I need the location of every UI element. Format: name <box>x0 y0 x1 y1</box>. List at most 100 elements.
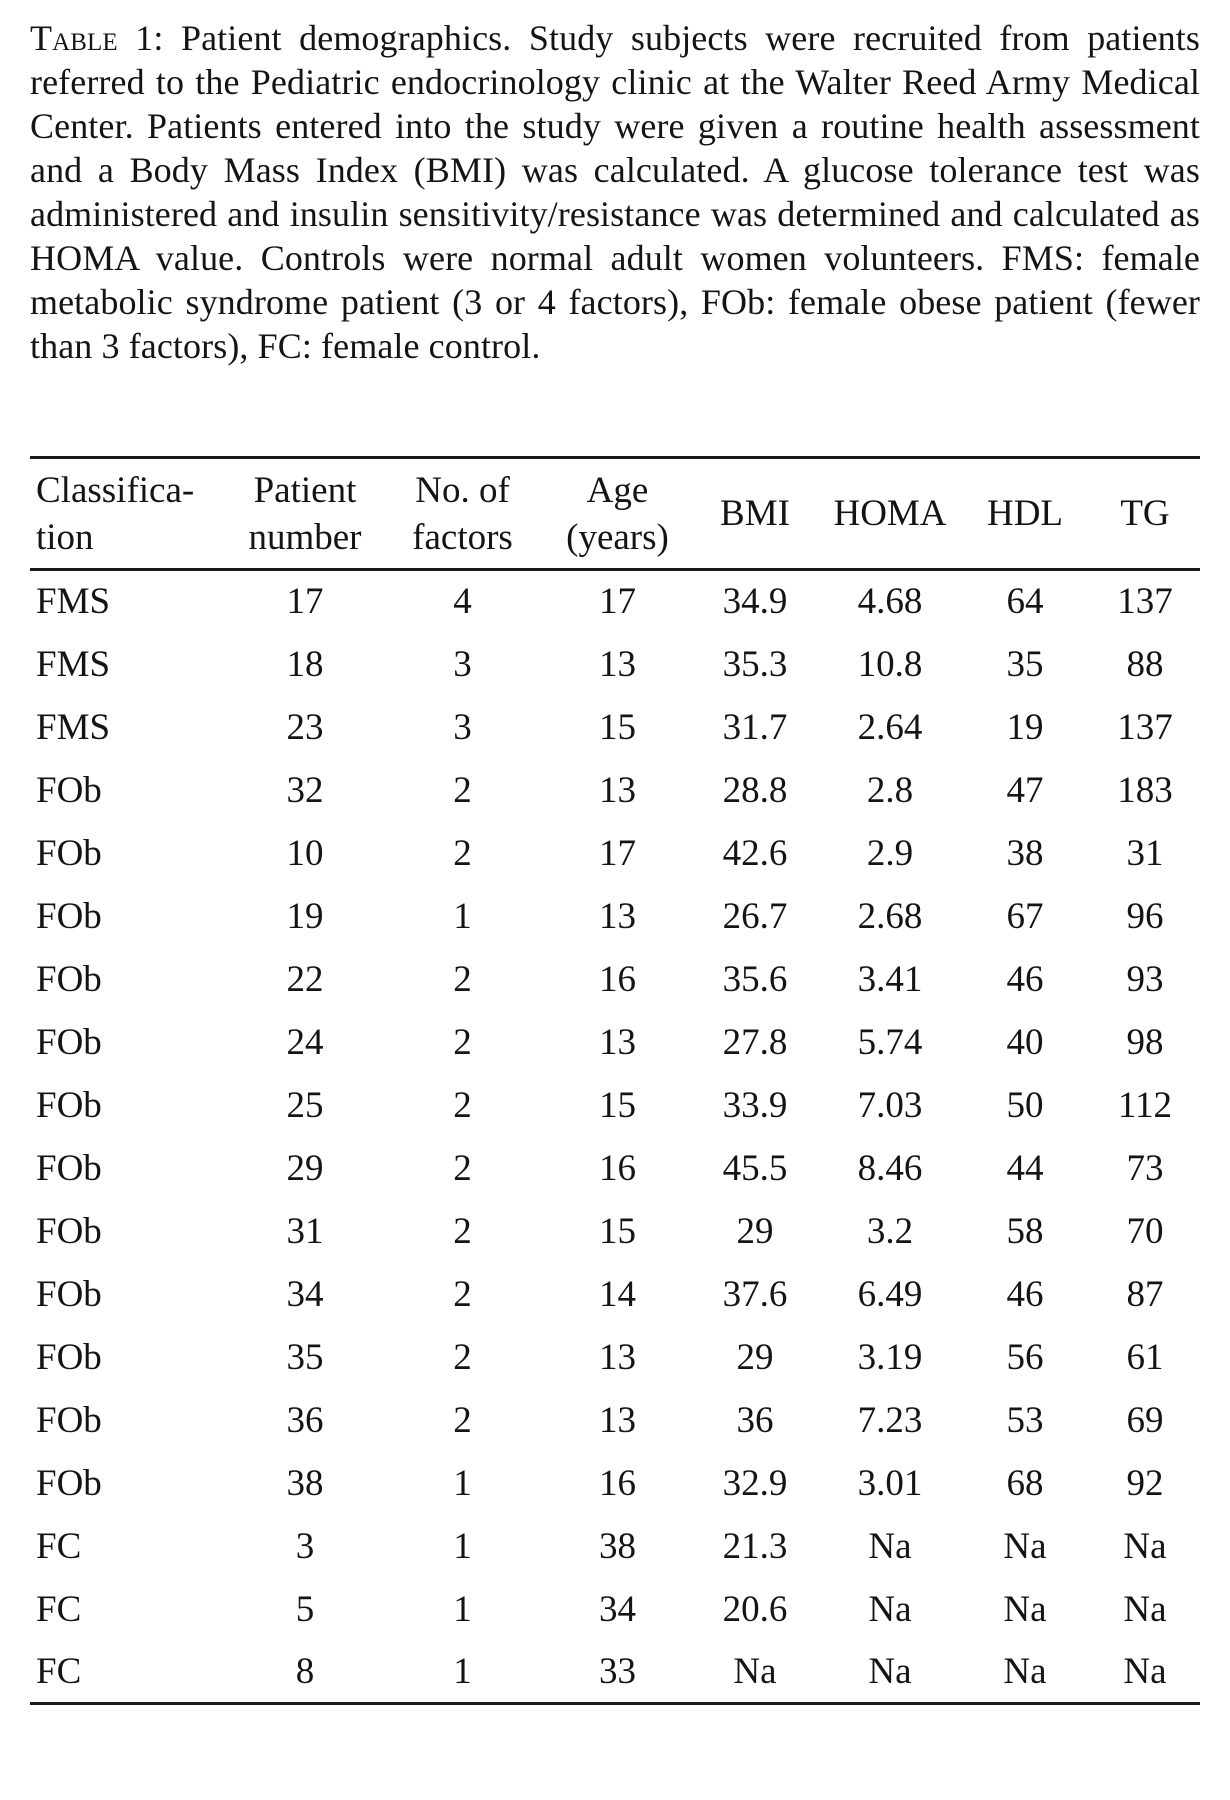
table-cell: 3 <box>453 643 472 685</box>
table-cell: FOb <box>36 1399 102 1441</box>
table-cell: 18 <box>286 643 324 685</box>
table-cell: 137 <box>1117 581 1173 623</box>
table-cell: 17 <box>599 581 636 623</box>
table-cell: 98 <box>1126 1021 1164 1063</box>
table-cell: 3 <box>453 706 472 748</box>
table-cell: Na <box>1003 1588 1047 1630</box>
table-cell: 6.49 <box>857 1273 923 1315</box>
table-cell: 31 <box>286 1210 324 1252</box>
header-classification-line2: tion <box>36 516 94 558</box>
table-cell: 29 <box>736 1210 774 1252</box>
table-cell: 23 <box>286 706 324 748</box>
table-cell: FC <box>36 1588 82 1630</box>
table-caption: Table 1: Patient demographics. Study sub… <box>30 16 1200 368</box>
table-cell: 35.3 <box>722 643 788 685</box>
table-row: FOb 38 1 16 32.9 3.01 68 92 <box>30 1452 1200 1515</box>
table-cell: 183 <box>1117 769 1173 811</box>
table-cell: 3.19 <box>857 1336 923 1378</box>
table-cell: 112 <box>1117 1084 1173 1126</box>
table-cell: FOb <box>36 1462 102 1504</box>
table-cell: 5 <box>295 1588 315 1630</box>
table-cell: FMS <box>36 643 111 685</box>
table-cell: FC <box>36 1525 82 1567</box>
table-cell: 34 <box>599 1588 636 1630</box>
table-cell: 68 <box>1006 1462 1044 1504</box>
table-cell: 1 <box>453 1588 472 1630</box>
table-cell: FOb <box>36 1273 102 1315</box>
header-hdl: HDL <box>960 458 1090 570</box>
table-cell: 16 <box>599 958 636 1000</box>
table-cell: 3.41 <box>857 958 923 1000</box>
table-row: FMS 23 3 15 31.7 2.64 19 137 <box>30 696 1200 759</box>
table-cell: 2 <box>453 832 472 874</box>
table-body: FMS 17 4 17 34.9 4.68 64 137 FMS 18 3 13 35.3 10.8 35 8… <box>30 570 1200 1704</box>
table-cell: 15 <box>599 1084 636 1126</box>
table-cell: 13 <box>599 643 636 685</box>
table-cell: 29 <box>286 1147 324 1189</box>
table-row: FOb 32 2 13 28.8 2.8 47 183 <box>30 759 1200 822</box>
table-cell: Na <box>1003 1525 1047 1567</box>
header-no-of-factors-line2: factors <box>412 516 513 558</box>
header-age: Age (years) <box>545 458 690 570</box>
table-cell: FOb <box>36 1084 102 1126</box>
table-cell: 87 <box>1126 1273 1164 1315</box>
header-patient-number: Patient number <box>230 458 380 570</box>
patient-demographics-table: Classifica- tion Patient number No. of f… <box>30 456 1200 1705</box>
table-cell: 2.9 <box>866 832 914 874</box>
table-cell: 3.01 <box>857 1462 923 1504</box>
table-cell: 40 <box>1006 1021 1044 1063</box>
table-row: FOb 24 2 13 27.8 5.74 40 98 <box>30 1011 1200 1074</box>
table-cell: 7.23 <box>857 1399 923 1441</box>
table-cell: 2 <box>453 769 472 811</box>
table-cell: 21.3 <box>722 1525 788 1567</box>
header-homa: HOMA <box>820 458 960 570</box>
table-row: FOb 29 2 16 45.5 8.46 44 73 <box>30 1137 1200 1200</box>
table-cell: 1 <box>453 1525 472 1567</box>
table-cell: Na <box>1123 1588 1167 1630</box>
table-cell: 61 <box>1126 1336 1164 1378</box>
table-cell: 13 <box>599 1021 636 1063</box>
header-bmi-label: BMI <box>720 493 790 534</box>
table-cell: 16 <box>599 1147 636 1189</box>
table-cell: 20.6 <box>722 1588 788 1630</box>
table-row: FOb 34 2 14 37.6 6.49 46 87 <box>30 1263 1200 1326</box>
table-cell: 33 <box>599 1650 636 1692</box>
table-cell: 8 <box>295 1650 315 1692</box>
table-cell: 2 <box>453 1399 472 1441</box>
table-cell: FOb <box>36 1021 102 1063</box>
header-age-line1: Age <box>586 469 649 511</box>
table-cell: 46 <box>1006 958 1044 1000</box>
table-cell: 17 <box>599 832 636 874</box>
table-cell: 14 <box>599 1273 636 1315</box>
table-cell: 73 <box>1126 1147 1164 1189</box>
table-cell: FOb <box>36 832 102 874</box>
table-cell: 25 <box>286 1084 324 1126</box>
table-cell: 96 <box>1126 895 1164 937</box>
table-cell: 53 <box>1006 1399 1044 1441</box>
table-cell: 2.64 <box>857 706 923 748</box>
table-cell: 92 <box>1126 1462 1164 1504</box>
table-cell: 16 <box>599 1462 636 1504</box>
table-cell: 1 <box>453 895 472 937</box>
table-cell: 36 <box>286 1399 324 1441</box>
table-cell: FC <box>36 1650 82 1692</box>
table-cell: 19 <box>1006 706 1044 748</box>
table-cell: Na <box>733 1650 777 1692</box>
table-cell: 26.7 <box>722 895 788 937</box>
table-cell: 8.46 <box>857 1147 923 1189</box>
table-cell: 35 <box>1006 643 1044 685</box>
table-cell: 7.03 <box>857 1084 923 1126</box>
table-cell: 15 <box>599 1210 636 1252</box>
table-cell: FOb <box>36 958 102 1000</box>
table-cell: 17 <box>286 581 324 623</box>
table-cell: 35 <box>286 1336 324 1378</box>
table-cell: 4 <box>453 581 472 623</box>
table-cell: 67 <box>1006 895 1044 937</box>
table-cell: 32.9 <box>722 1462 788 1504</box>
table-cell: Na <box>868 1525 912 1567</box>
table-cell: 31.7 <box>722 706 788 748</box>
table-cell: Na <box>1123 1525 1167 1567</box>
table-cell: 34.9 <box>722 581 788 623</box>
table-cell: 31 <box>1126 832 1164 874</box>
table-cell: 38 <box>1006 832 1044 874</box>
